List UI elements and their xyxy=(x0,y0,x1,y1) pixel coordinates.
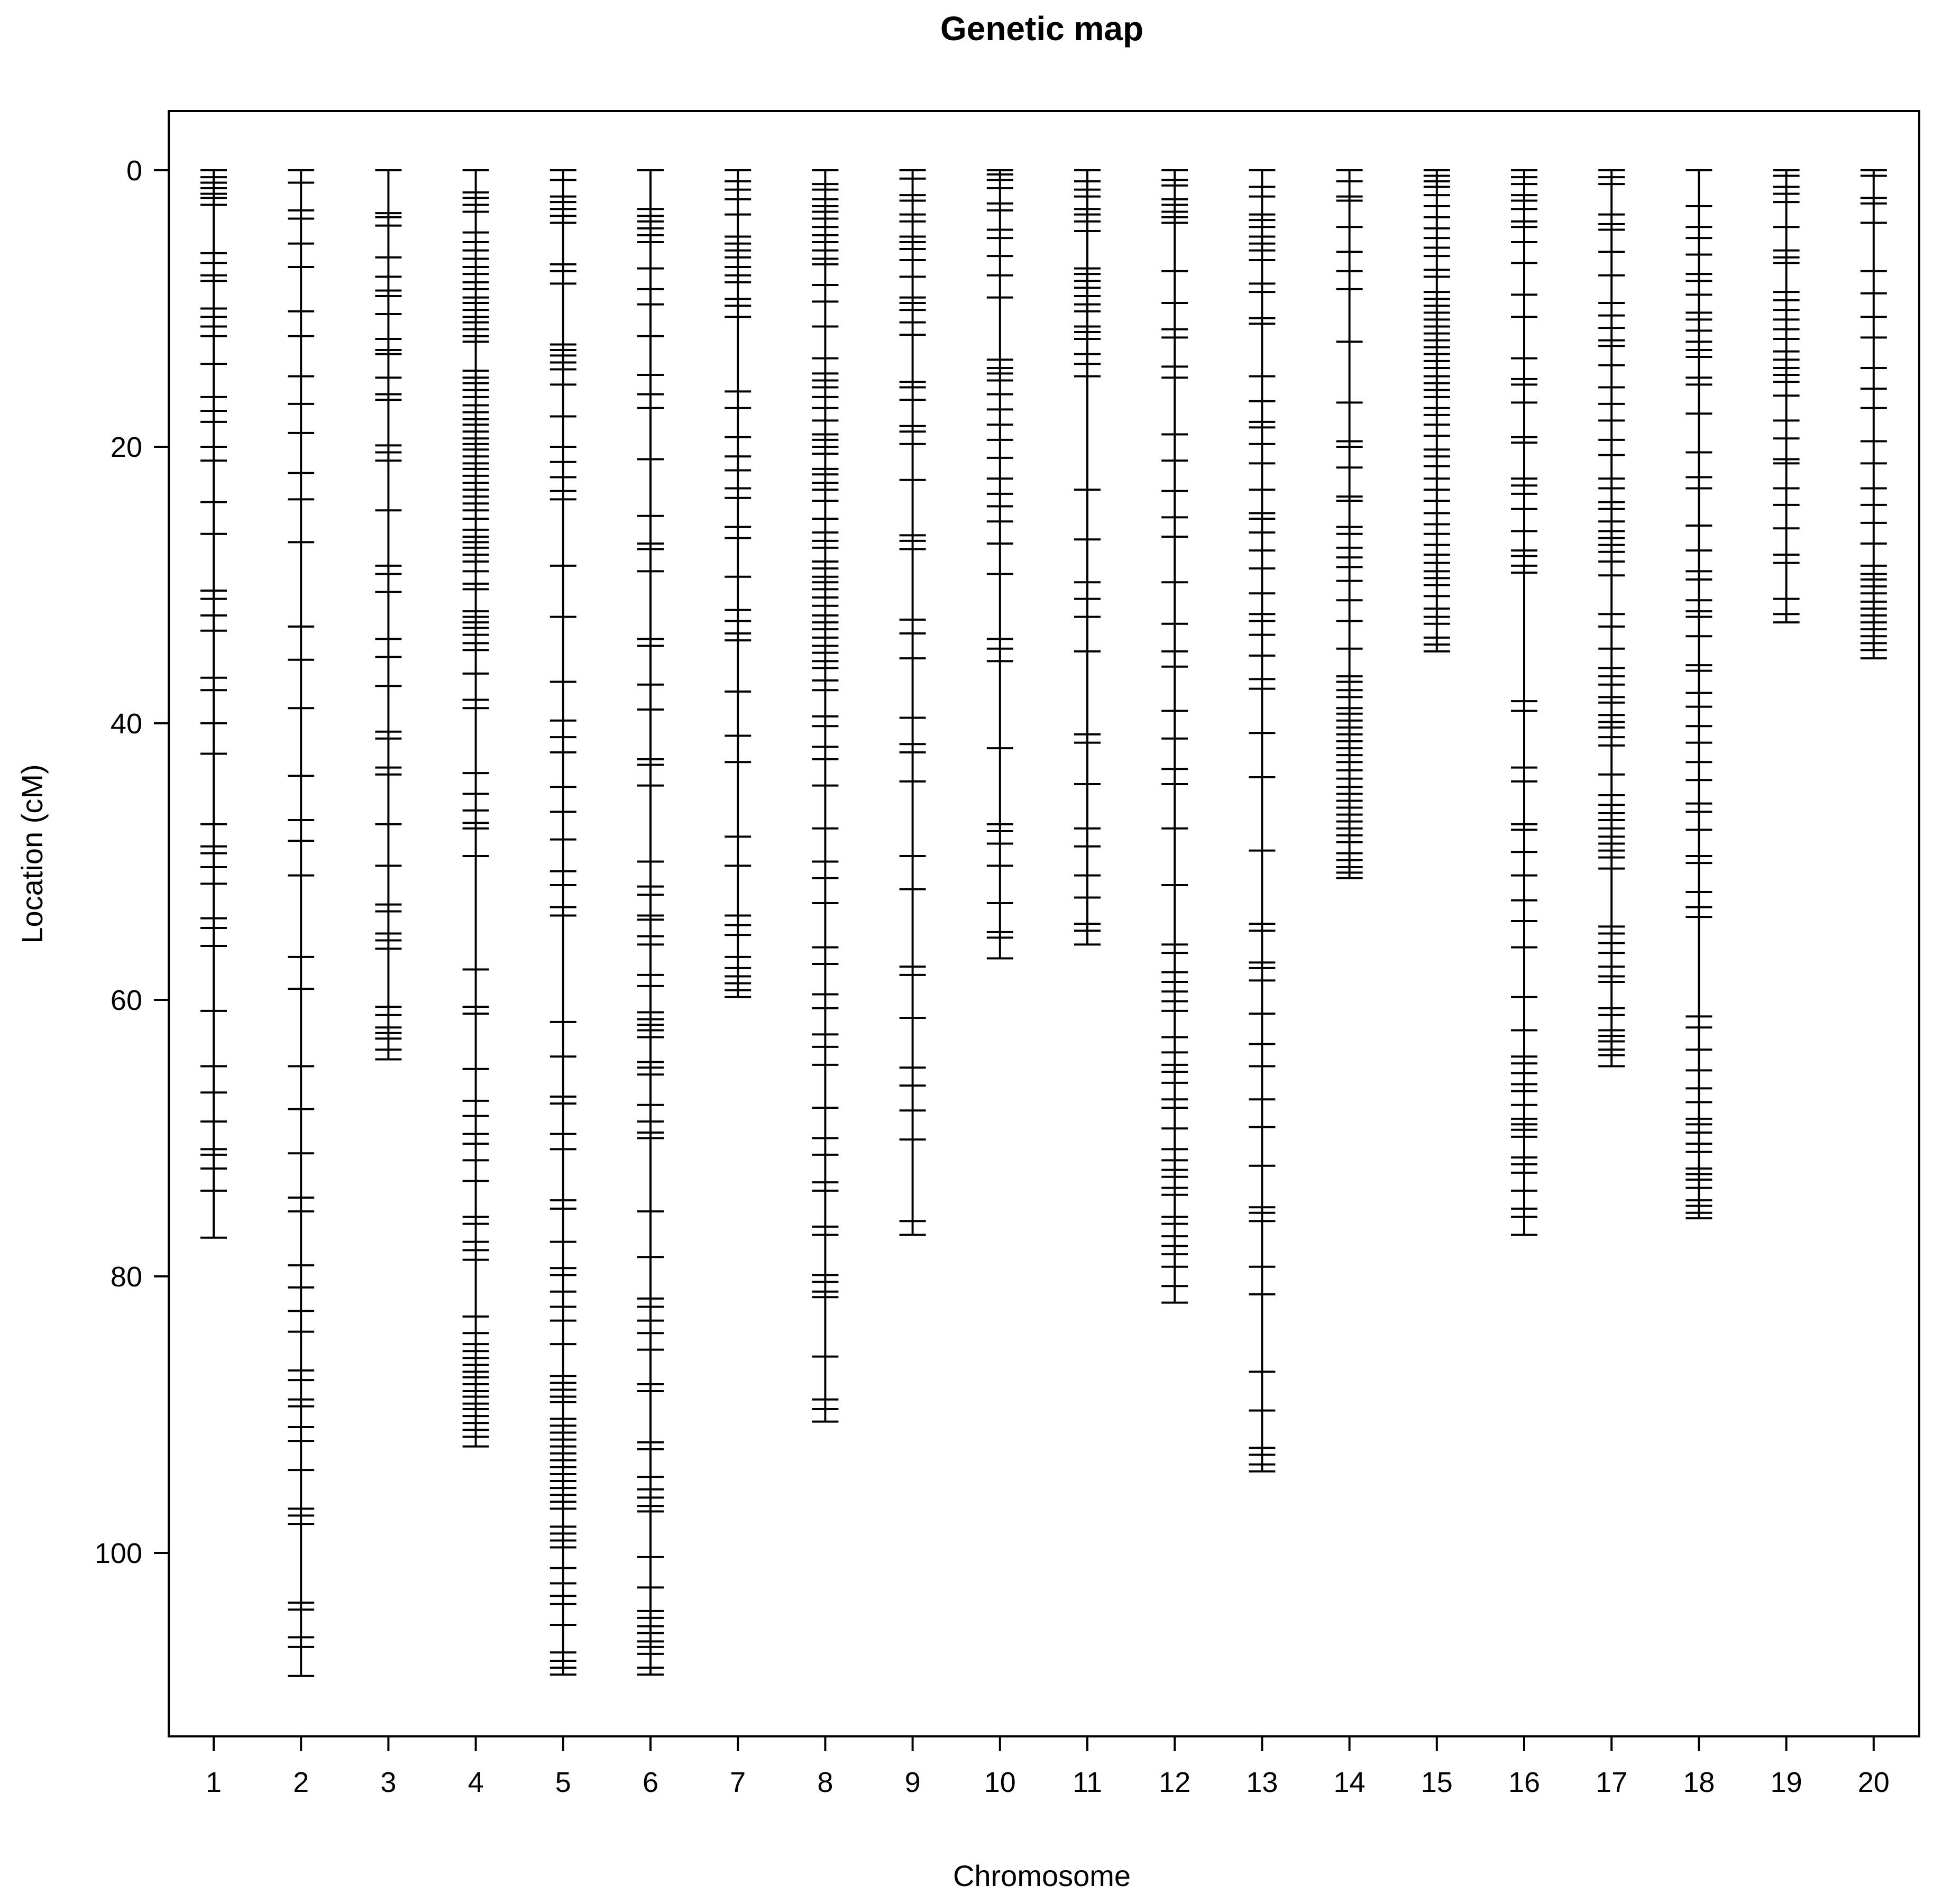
chromosome-1 xyxy=(200,169,227,1239)
chromosome-3 xyxy=(375,169,402,1061)
chromosome-7 xyxy=(725,169,752,998)
x-tick-label: 4 xyxy=(468,1767,484,1798)
y-tick-label: 20 xyxy=(111,431,142,463)
x-axis: 1 2 3 4 5 6 7 8 9 10 11 12 13 14 15 16 17 18 19 20 xyxy=(206,1736,1890,1798)
x-tick-label: 7 xyxy=(730,1767,746,1798)
x-tick-label: 20 xyxy=(1858,1767,1890,1798)
x-tick-label: 5 xyxy=(555,1767,571,1798)
chromosome-group xyxy=(200,169,1887,1677)
chromosome-19 xyxy=(1773,169,1800,624)
x-tick-label: 15 xyxy=(1421,1767,1453,1798)
x-tick-label: 6 xyxy=(643,1767,658,1798)
chart-title: Genetic map xyxy=(940,10,1143,48)
chromosome-14 xyxy=(1336,169,1363,879)
chromosome-18 xyxy=(1685,169,1712,1220)
x-tick-label: 1 xyxy=(206,1767,222,1798)
x-tick-label: 17 xyxy=(1596,1767,1627,1798)
x-axis-label: Chromosome xyxy=(953,1859,1131,1892)
y-axis: 0 20 40 60 80 100 xyxy=(95,155,169,1569)
x-tick-label: 8 xyxy=(817,1767,833,1798)
chromosome-16 xyxy=(1511,169,1537,1236)
chromosome-2 xyxy=(288,169,315,1677)
y-tick-label: 80 xyxy=(111,1261,142,1293)
x-tick-label: 12 xyxy=(1159,1767,1190,1798)
y-tick-label: 40 xyxy=(111,708,142,740)
x-tick-label: 11 xyxy=(1073,1767,1102,1798)
x-tick-label: 9 xyxy=(905,1767,921,1798)
x-tick-label: 10 xyxy=(984,1767,1016,1798)
chromosome-5 xyxy=(549,169,576,1676)
x-tick-label: 3 xyxy=(380,1767,396,1798)
chromosome-8 xyxy=(812,169,839,1423)
y-tick-label: 60 xyxy=(111,985,142,1016)
y-tick-label: 0 xyxy=(126,155,142,187)
x-tick-label: 18 xyxy=(1683,1767,1715,1798)
chromosome-20 xyxy=(1860,169,1887,660)
x-tick-label: 13 xyxy=(1246,1767,1278,1798)
chromosome-15 xyxy=(1423,169,1450,653)
y-axis-label: Location (cM) xyxy=(15,764,49,943)
chromosome-17 xyxy=(1598,169,1625,1068)
chromosome-11 xyxy=(1074,169,1101,946)
chromosome-12 xyxy=(1161,169,1188,1304)
x-tick-label: 2 xyxy=(293,1767,309,1798)
chromosome-10 xyxy=(986,169,1013,960)
chromosome-4 xyxy=(462,169,489,1448)
y-tick-label: 100 xyxy=(95,1538,142,1569)
chromosome-9 xyxy=(899,169,926,1236)
x-tick-label: 19 xyxy=(1771,1767,1802,1798)
x-tick-label: 14 xyxy=(1334,1767,1366,1798)
x-tick-label: 16 xyxy=(1508,1767,1540,1798)
plot-frame xyxy=(168,110,1920,1737)
chromosome-6 xyxy=(637,169,664,1676)
chromosome-13 xyxy=(1249,169,1276,1473)
